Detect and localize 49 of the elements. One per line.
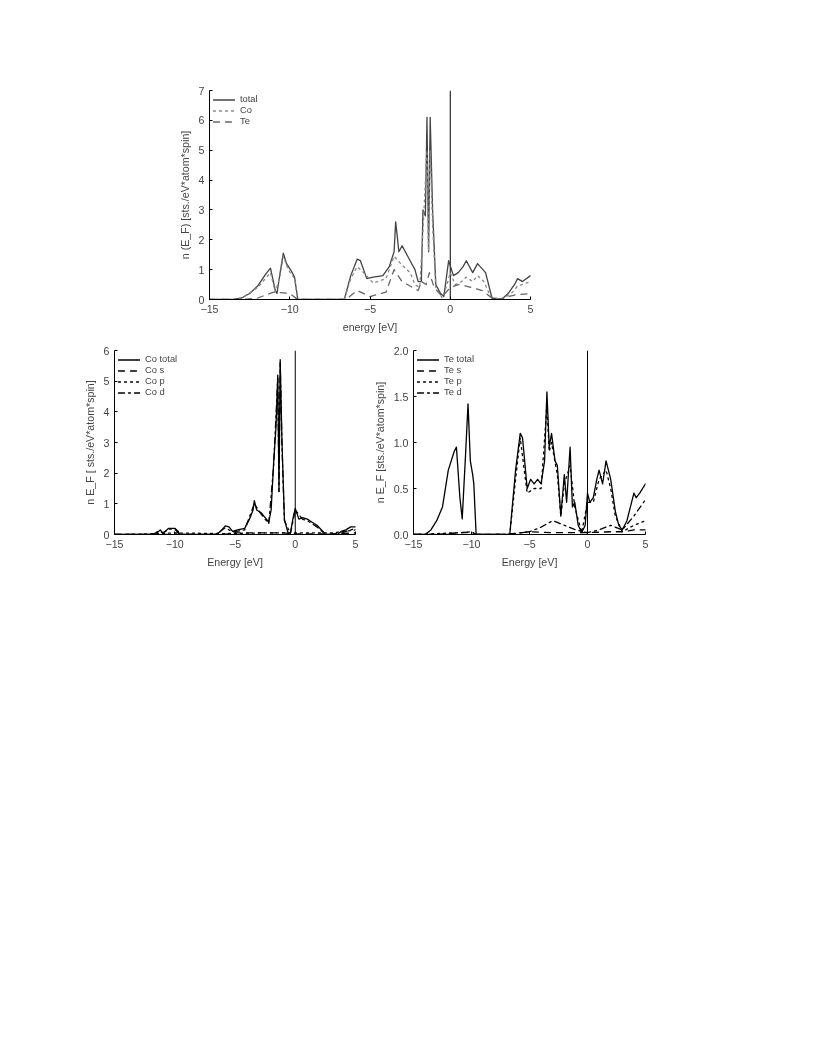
legend-label: Co p bbox=[145, 376, 165, 386]
legend-label: Te s bbox=[444, 365, 463, 375]
x-tick-label: −5 bbox=[523, 537, 536, 550]
y-tick-label: 0.0 bbox=[393, 528, 409, 541]
y-tick-label: 1 bbox=[103, 497, 110, 510]
y-tick-label: 0 bbox=[103, 528, 110, 541]
y-tick-label: 5 bbox=[103, 375, 110, 388]
y-tick-label: 0.5 bbox=[393, 482, 409, 495]
legend-label: Te bbox=[240, 116, 251, 126]
y-tick-label: 3 bbox=[103, 436, 110, 449]
x-axis-title: Energy [eV] bbox=[207, 555, 263, 568]
x-tick-label: −5 bbox=[228, 537, 242, 550]
y-tick-label: 5 bbox=[198, 144, 205, 157]
y-tick-label: 1.0 bbox=[393, 436, 409, 449]
x-tick-label: 0 bbox=[584, 537, 591, 550]
x-tick-label: 5 bbox=[642, 537, 649, 550]
y-axis-title: n E_F [sts./eV*atom*spin] bbox=[373, 381, 386, 504]
legend-label: Co d bbox=[145, 387, 165, 397]
x-tick-label: −5 bbox=[363, 302, 377, 315]
y-tick-label: 4 bbox=[198, 174, 205, 187]
x-tick-label: 0 bbox=[292, 537, 299, 550]
x-tick-label: 0 bbox=[447, 302, 454, 315]
y-tick-label: 4 bbox=[103, 405, 110, 418]
y-tick-label: 6 bbox=[103, 344, 110, 357]
legend-label: Co total bbox=[145, 354, 178, 364]
x-tick-label: −10 bbox=[280, 302, 299, 315]
x-tick-label: 5 bbox=[527, 302, 534, 315]
legend-label: Co bbox=[240, 105, 253, 115]
y-tick-label: 2 bbox=[103, 467, 110, 480]
x-tick-label: −10 bbox=[165, 537, 184, 550]
y-tick-label: 2 bbox=[198, 233, 205, 246]
legend-label: Te p bbox=[444, 376, 463, 386]
x-axis-title: energy [eV] bbox=[342, 320, 398, 333]
y-axis-title: n (E_F) [sts./eV*atom*spin] bbox=[178, 130, 191, 260]
x-axis-title: Energy [eV] bbox=[501, 555, 558, 568]
y-tick-label: 1.5 bbox=[393, 390, 409, 403]
x-tick-label: 5 bbox=[352, 537, 359, 550]
y-tick-label: 2.0 bbox=[393, 344, 409, 357]
legend-label: total bbox=[240, 94, 259, 104]
y-tick-label: 0 bbox=[198, 293, 205, 306]
y-tick-label: 3 bbox=[198, 203, 205, 216]
legend-label: Co s bbox=[145, 365, 165, 375]
y-axis-title: n E_F [ sts./eV*atom*spin] bbox=[83, 380, 96, 505]
y-tick-label: 7 bbox=[198, 84, 205, 97]
y-tick-label: 6 bbox=[198, 114, 205, 127]
legend-label: Te total bbox=[444, 354, 475, 364]
legend-label: Te d bbox=[444, 387, 463, 397]
x-tick-label: −10 bbox=[462, 537, 481, 550]
y-tick-label: 1 bbox=[198, 263, 205, 276]
